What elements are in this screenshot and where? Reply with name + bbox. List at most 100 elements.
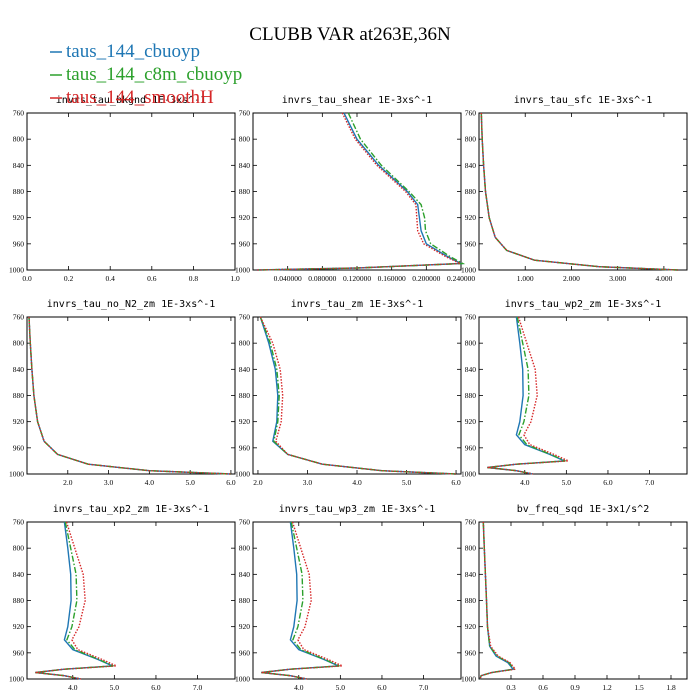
panel: invrs_tau_no_N2_zm 1E-3xs^-1 760 800 840 880… xyxy=(9,299,236,487)
panel-title: invrs_tau_shear 1E-3xs^-1 xyxy=(282,95,433,106)
plot-frame xyxy=(26,316,236,475)
y-tick-label: 1000 xyxy=(461,470,476,479)
x-tick-label: 2.0 xyxy=(63,478,73,487)
legend-entry: taus_144_cbuoyp xyxy=(50,41,200,62)
panel: invrs_tau_sfc 1E-3xs^-1 760 800 840 880 920 96… xyxy=(461,95,688,283)
x-tick-label: 4.0 xyxy=(294,683,304,692)
x-tick-label: 0.3 xyxy=(506,683,516,692)
series-line xyxy=(480,112,678,271)
y-tick-label: 880 xyxy=(13,596,25,605)
y-tick-label: 1000 xyxy=(235,675,250,684)
x-tick-label: 1.0 xyxy=(230,274,240,283)
y-tick-label: 960 xyxy=(239,443,251,452)
legend-label-smoothh: taus_144_smoothH xyxy=(66,87,214,108)
x-tick-label: 7.0 xyxy=(193,683,203,692)
panel-title: invrs_tau_wp2_zm 1E-3xs^-1 xyxy=(505,299,662,310)
y-tick-label: 840 xyxy=(13,570,25,579)
y-tick-label: 840 xyxy=(465,161,477,170)
panel-title: invrs_tau_no_N2_zm 1E-3xs^-1 xyxy=(47,299,216,310)
x-tick-label: 5.0 xyxy=(185,478,195,487)
x-tick-label: 5.0 xyxy=(562,478,572,487)
x-tick-label: 2.0 xyxy=(253,478,263,487)
series-line xyxy=(35,521,114,680)
x-tick-label: 0.9 xyxy=(570,683,580,692)
y-tick-label: 880 xyxy=(239,187,251,196)
x-tick-label: 4.0 xyxy=(352,478,362,487)
x-tick-label: 0.040000 xyxy=(274,274,302,283)
panel: invrs_tau_shear 1E-3xs^-1 760 800 840 880 920… xyxy=(235,95,475,283)
y-tick-label: 1000 xyxy=(9,266,24,275)
y-tick-label: 960 xyxy=(465,443,477,452)
y-tick-label: 880 xyxy=(465,391,477,400)
y-tick-label: 800 xyxy=(465,544,477,553)
plot-frame xyxy=(26,521,236,680)
y-tick-label: 800 xyxy=(465,339,477,348)
x-tick-label: 6.0 xyxy=(451,478,461,487)
y-tick-label: 880 xyxy=(13,391,25,400)
x-tick-label: 6.0 xyxy=(226,478,236,487)
x-tick-label: 1.000 xyxy=(517,274,534,283)
x-tick-label: 3.0 xyxy=(104,478,114,487)
panel-grid: invrs_tau_bkgnd 1E-3xs^-1 760 800 840 880 920… xyxy=(9,95,688,692)
x-tick-label: 4.0 xyxy=(68,683,78,692)
y-tick-label: 960 xyxy=(465,648,477,657)
y-tick-label: 840 xyxy=(239,570,251,579)
panel: bv_freq_sqd 1E-3x1/s^2 760 800 840 880 920 960… xyxy=(461,504,688,692)
y-tick-label: 920 xyxy=(13,622,25,631)
y-tick-label: 760 xyxy=(465,518,477,527)
y-tick-label: 920 xyxy=(239,213,251,222)
y-tick-label: 960 xyxy=(465,239,477,248)
plot-frame xyxy=(252,521,462,680)
series-line xyxy=(259,316,457,475)
x-tick-label: 0.120000 xyxy=(343,274,371,283)
y-tick-label: 1000 xyxy=(9,470,24,479)
legend-entry: taus_144_smoothH xyxy=(50,87,214,108)
series-line xyxy=(28,316,231,475)
series-line xyxy=(257,112,461,271)
x-tick-label: 0.8 xyxy=(189,274,199,283)
series-line xyxy=(480,112,678,271)
panel: invrs_tau_zm 1E-3xs^-1 760 800 840 880 920 960… xyxy=(235,299,462,487)
x-tick-label: 0.2 xyxy=(64,274,74,283)
y-tick-label: 840 xyxy=(13,161,25,170)
panel-title: invrs_tau_zm 1E-3xs^-1 xyxy=(291,299,423,310)
y-tick-label: 920 xyxy=(465,417,477,426)
y-tick-label: 760 xyxy=(239,109,251,118)
series-line xyxy=(479,521,516,680)
x-tick-label: 6.0 xyxy=(377,683,387,692)
y-tick-label: 1000 xyxy=(235,266,250,275)
y-tick-label: 840 xyxy=(239,161,251,170)
panel: invrs_tau_wp3_zm 1E-3xs^-1 760 800 840 880 92… xyxy=(235,504,462,692)
panel-title: bv_freq_sqd 1E-3x1/s^2 xyxy=(517,504,649,515)
y-tick-label: 840 xyxy=(239,365,251,374)
y-tick-label: 880 xyxy=(465,596,477,605)
x-tick-label: 7.0 xyxy=(419,683,429,692)
y-tick-label: 920 xyxy=(13,213,25,222)
series-line xyxy=(261,521,343,680)
y-tick-label: 800 xyxy=(465,135,477,144)
series-line xyxy=(259,316,457,475)
x-tick-label: 5.0 xyxy=(110,683,120,692)
x-tick-label: 5.0 xyxy=(402,478,412,487)
y-tick-label: 800 xyxy=(239,135,251,144)
x-tick-label: 6.0 xyxy=(151,683,161,692)
panel-title: invrs_tau_wp3_zm 1E-3xs^-1 xyxy=(279,504,436,515)
panel-title: invrs_tau_sfc 1E-3xs^-1 xyxy=(514,95,652,106)
panel: invrs_tau_wp2_zm 1E-3xs^-1 760 800 840 880 92… xyxy=(461,299,688,487)
x-tick-label: 7.0 xyxy=(645,478,655,487)
y-tick-label: 800 xyxy=(13,135,25,144)
y-tick-label: 880 xyxy=(239,596,251,605)
panel: invrs_tau_xp2_zm 1E-3xs^-1 760 800 840 880 92… xyxy=(9,504,236,692)
x-tick-label: 0.6 xyxy=(147,274,157,283)
y-tick-label: 1000 xyxy=(461,266,476,275)
series-line xyxy=(35,521,117,680)
y-tick-label: 1000 xyxy=(461,675,476,684)
y-tick-label: 760 xyxy=(13,518,25,527)
plot-frame xyxy=(478,316,688,475)
x-tick-label: 0.240000 xyxy=(447,274,475,283)
plot-frame xyxy=(478,521,688,680)
y-tick-label: 840 xyxy=(465,570,477,579)
legend-label-c8m-cbuoyp: taus_144_c8m_cbuoyp xyxy=(66,64,242,85)
panel: invrs_tau_bkgnd 1E-3xs^-1 760 800 840 880 920… xyxy=(9,95,240,283)
